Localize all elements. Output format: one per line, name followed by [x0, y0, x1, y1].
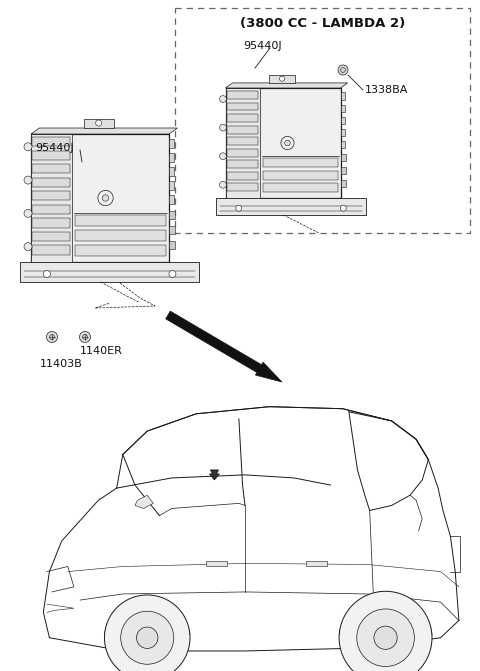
- Bar: [75, 245, 166, 256]
- Circle shape: [102, 195, 108, 201]
- Text: (3800 CC - LAMBDA 2): (3800 CC - LAMBDA 2): [240, 17, 405, 30]
- Bar: [340, 141, 345, 148]
- Circle shape: [24, 143, 32, 151]
- Bar: [263, 171, 337, 180]
- Circle shape: [340, 205, 347, 211]
- Bar: [32, 150, 71, 160]
- Polygon shape: [166, 311, 282, 382]
- Bar: [340, 117, 345, 124]
- Polygon shape: [31, 128, 178, 134]
- Bar: [227, 114, 258, 122]
- Circle shape: [219, 95, 227, 103]
- Bar: [75, 215, 166, 225]
- Circle shape: [49, 335, 55, 340]
- Bar: [340, 154, 346, 162]
- Circle shape: [374, 626, 397, 650]
- Circle shape: [169, 270, 176, 278]
- Bar: [32, 178, 71, 187]
- Circle shape: [96, 120, 102, 126]
- Circle shape: [338, 65, 348, 75]
- Text: 11403B: 11403B: [40, 359, 83, 369]
- Bar: [20, 262, 199, 282]
- Bar: [263, 158, 337, 167]
- Bar: [169, 195, 174, 204]
- Bar: [226, 88, 340, 198]
- Bar: [32, 205, 71, 214]
- Circle shape: [120, 611, 174, 664]
- Circle shape: [281, 136, 294, 150]
- Circle shape: [279, 76, 285, 81]
- Circle shape: [236, 205, 242, 211]
- Circle shape: [219, 181, 227, 188]
- Bar: [340, 167, 346, 174]
- Circle shape: [339, 591, 432, 671]
- Bar: [227, 149, 258, 156]
- Bar: [84, 119, 114, 128]
- Bar: [32, 232, 71, 241]
- Bar: [32, 164, 71, 173]
- Circle shape: [219, 153, 227, 160]
- Bar: [169, 181, 174, 190]
- Bar: [227, 103, 258, 111]
- Bar: [216, 198, 366, 215]
- Text: 95440J: 95440J: [243, 41, 282, 51]
- Bar: [227, 125, 258, 134]
- Circle shape: [285, 140, 290, 146]
- Bar: [31, 134, 169, 262]
- Bar: [169, 241, 175, 250]
- Bar: [226, 88, 260, 198]
- Circle shape: [24, 176, 32, 184]
- Bar: [75, 230, 166, 241]
- Circle shape: [219, 124, 227, 131]
- Bar: [175, 8, 470, 233]
- Circle shape: [80, 331, 91, 342]
- Circle shape: [136, 627, 158, 648]
- Circle shape: [105, 595, 190, 671]
- Circle shape: [98, 191, 113, 206]
- Bar: [227, 172, 258, 180]
- Bar: [227, 138, 258, 145]
- Text: 95440J: 95440J: [35, 143, 73, 153]
- Bar: [227, 183, 258, 191]
- Circle shape: [24, 243, 32, 251]
- Polygon shape: [209, 470, 219, 480]
- Polygon shape: [306, 562, 327, 566]
- Text: 1338BA: 1338BA: [365, 85, 408, 95]
- Bar: [31, 134, 72, 262]
- Bar: [32, 218, 71, 227]
- Bar: [32, 137, 71, 146]
- Bar: [263, 183, 337, 192]
- Circle shape: [357, 609, 414, 666]
- Polygon shape: [135, 495, 153, 509]
- Circle shape: [24, 209, 32, 217]
- Circle shape: [47, 331, 58, 342]
- Bar: [340, 105, 345, 112]
- Polygon shape: [226, 83, 348, 88]
- Text: 1140ER: 1140ER: [80, 346, 123, 356]
- Bar: [169, 139, 174, 148]
- Bar: [169, 211, 175, 219]
- Bar: [340, 129, 345, 136]
- Bar: [269, 75, 295, 83]
- Circle shape: [340, 68, 346, 72]
- Circle shape: [83, 335, 87, 340]
- Bar: [227, 91, 258, 99]
- Bar: [32, 246, 71, 255]
- Circle shape: [43, 270, 50, 278]
- Bar: [340, 93, 345, 100]
- Bar: [340, 180, 346, 187]
- Polygon shape: [206, 562, 227, 566]
- Bar: [32, 191, 71, 201]
- Bar: [227, 160, 258, 168]
- Bar: [169, 225, 175, 234]
- Bar: [169, 167, 174, 176]
- Bar: [169, 153, 174, 162]
